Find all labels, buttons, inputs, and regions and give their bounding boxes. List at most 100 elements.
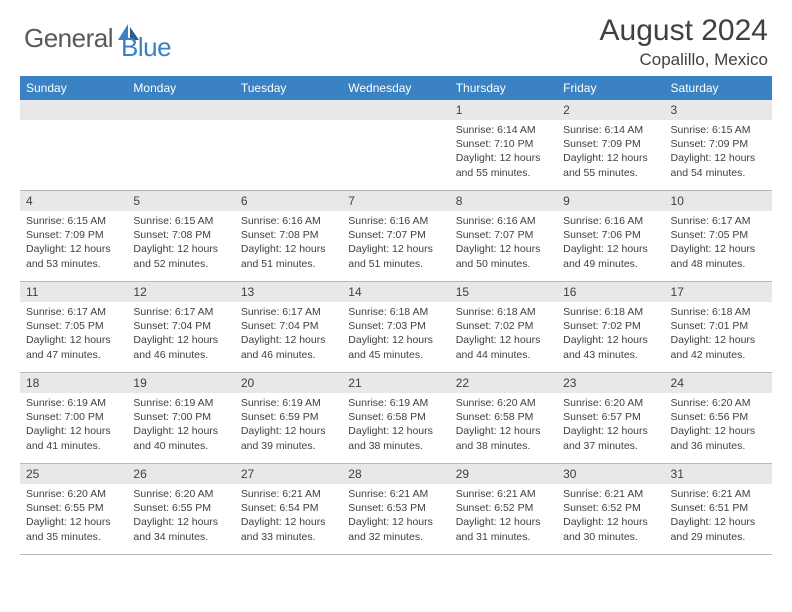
day-number: 1 bbox=[450, 100, 557, 120]
day-number: 17 bbox=[665, 282, 772, 302]
day-number: 7 bbox=[342, 191, 449, 211]
logo-text-blue: Blue bbox=[121, 32, 171, 63]
day-details: Sunrise: 6:19 AMSunset: 6:58 PMDaylight:… bbox=[342, 393, 449, 459]
day-details: Sunrise: 6:15 AMSunset: 7:09 PMDaylight:… bbox=[665, 120, 772, 186]
day-number: 4 bbox=[20, 191, 127, 211]
sunrise-text: Sunrise: 6:20 AM bbox=[133, 487, 228, 501]
day-number bbox=[235, 100, 342, 120]
day-number: 25 bbox=[20, 464, 127, 484]
sunrise-text: Sunrise: 6:21 AM bbox=[671, 487, 766, 501]
calendar-cell: 26Sunrise: 6:20 AMSunset: 6:55 PMDayligh… bbox=[127, 464, 234, 554]
sunset-text: Sunset: 6:59 PM bbox=[241, 410, 336, 424]
sunset-text: Sunset: 6:51 PM bbox=[671, 501, 766, 515]
day-number: 2 bbox=[557, 100, 664, 120]
day-details: Sunrise: 6:17 AMSunset: 7:04 PMDaylight:… bbox=[235, 302, 342, 368]
day-details: Sunrise: 6:20 AMSunset: 6:56 PMDaylight:… bbox=[665, 393, 772, 459]
sunrise-text: Sunrise: 6:18 AM bbox=[671, 305, 766, 319]
calendar-cell: 22Sunrise: 6:20 AMSunset: 6:58 PMDayligh… bbox=[450, 373, 557, 463]
sunset-text: Sunset: 7:06 PM bbox=[563, 228, 658, 242]
daylight-text: Daylight: 12 hours and 51 minutes. bbox=[348, 242, 443, 270]
sunrise-text: Sunrise: 6:17 AM bbox=[26, 305, 121, 319]
calendar-day-header: Sunday Monday Tuesday Wednesday Thursday… bbox=[20, 76, 772, 100]
daylight-text: Daylight: 12 hours and 44 minutes. bbox=[456, 333, 551, 361]
daylight-text: Daylight: 12 hours and 49 minutes. bbox=[563, 242, 658, 270]
daylight-text: Daylight: 12 hours and 43 minutes. bbox=[563, 333, 658, 361]
sunset-text: Sunset: 7:04 PM bbox=[133, 319, 228, 333]
sunset-text: Sunset: 7:05 PM bbox=[26, 319, 121, 333]
calendar-cell: 7Sunrise: 6:16 AMSunset: 7:07 PMDaylight… bbox=[342, 191, 449, 281]
day-number: 6 bbox=[235, 191, 342, 211]
sunrise-text: Sunrise: 6:17 AM bbox=[133, 305, 228, 319]
sunset-text: Sunset: 6:55 PM bbox=[26, 501, 121, 515]
calendar-cell: 19Sunrise: 6:19 AMSunset: 7:00 PMDayligh… bbox=[127, 373, 234, 463]
sunset-text: Sunset: 6:55 PM bbox=[133, 501, 228, 515]
day-number bbox=[20, 100, 127, 120]
daylight-text: Daylight: 12 hours and 46 minutes. bbox=[133, 333, 228, 361]
day-number: 16 bbox=[557, 282, 664, 302]
sunrise-text: Sunrise: 6:19 AM bbox=[133, 396, 228, 410]
sunrise-text: Sunrise: 6:18 AM bbox=[563, 305, 658, 319]
sunrise-text: Sunrise: 6:16 AM bbox=[456, 214, 551, 228]
day-number: 15 bbox=[450, 282, 557, 302]
day-details: Sunrise: 6:20 AMSunset: 6:58 PMDaylight:… bbox=[450, 393, 557, 459]
calendar-cell bbox=[20, 100, 127, 190]
calendar-cell: 31Sunrise: 6:21 AMSunset: 6:51 PMDayligh… bbox=[665, 464, 772, 554]
sunrise-text: Sunrise: 6:21 AM bbox=[563, 487, 658, 501]
sunrise-text: Sunrise: 6:16 AM bbox=[348, 214, 443, 228]
day-details: Sunrise: 6:16 AMSunset: 7:07 PMDaylight:… bbox=[450, 211, 557, 277]
sunrise-text: Sunrise: 6:16 AM bbox=[241, 214, 336, 228]
day-number: 11 bbox=[20, 282, 127, 302]
daylight-text: Daylight: 12 hours and 55 minutes. bbox=[456, 151, 551, 179]
calendar-cell: 10Sunrise: 6:17 AMSunset: 7:05 PMDayligh… bbox=[665, 191, 772, 281]
day-details: Sunrise: 6:15 AMSunset: 7:08 PMDaylight:… bbox=[127, 211, 234, 277]
sunset-text: Sunset: 7:09 PM bbox=[26, 228, 121, 242]
day-number: 5 bbox=[127, 191, 234, 211]
day-header-cell: Friday bbox=[557, 76, 664, 100]
calendar-row: 11Sunrise: 6:17 AMSunset: 7:05 PMDayligh… bbox=[20, 282, 772, 373]
daylight-text: Daylight: 12 hours and 47 minutes. bbox=[26, 333, 121, 361]
day-details: Sunrise: 6:19 AMSunset: 7:00 PMDaylight:… bbox=[20, 393, 127, 459]
daylight-text: Daylight: 12 hours and 39 minutes. bbox=[241, 424, 336, 452]
daylight-text: Daylight: 12 hours and 31 minutes. bbox=[456, 515, 551, 543]
day-details: Sunrise: 6:14 AMSunset: 7:09 PMDaylight:… bbox=[557, 120, 664, 186]
day-number: 9 bbox=[557, 191, 664, 211]
sunset-text: Sunset: 6:58 PM bbox=[456, 410, 551, 424]
daylight-text: Daylight: 12 hours and 37 minutes. bbox=[563, 424, 658, 452]
sunset-text: Sunset: 7:02 PM bbox=[456, 319, 551, 333]
sunset-text: Sunset: 7:04 PM bbox=[241, 319, 336, 333]
sunrise-text: Sunrise: 6:21 AM bbox=[456, 487, 551, 501]
sunset-text: Sunset: 6:58 PM bbox=[348, 410, 443, 424]
day-details: Sunrise: 6:16 AMSunset: 7:06 PMDaylight:… bbox=[557, 211, 664, 277]
daylight-text: Daylight: 12 hours and 29 minutes. bbox=[671, 515, 766, 543]
calendar-cell: 21Sunrise: 6:19 AMSunset: 6:58 PMDayligh… bbox=[342, 373, 449, 463]
daylight-text: Daylight: 12 hours and 50 minutes. bbox=[456, 242, 551, 270]
day-details: Sunrise: 6:18 AMSunset: 7:01 PMDaylight:… bbox=[665, 302, 772, 368]
calendar-cell: 3Sunrise: 6:15 AMSunset: 7:09 PMDaylight… bbox=[665, 100, 772, 190]
sunrise-text: Sunrise: 6:14 AM bbox=[456, 123, 551, 137]
daylight-text: Daylight: 12 hours and 45 minutes. bbox=[348, 333, 443, 361]
calendar-cell: 30Sunrise: 6:21 AMSunset: 6:52 PMDayligh… bbox=[557, 464, 664, 554]
sunrise-text: Sunrise: 6:21 AM bbox=[348, 487, 443, 501]
day-details: Sunrise: 6:15 AMSunset: 7:09 PMDaylight:… bbox=[20, 211, 127, 277]
sunrise-text: Sunrise: 6:14 AM bbox=[563, 123, 658, 137]
calendar-cell: 1Sunrise: 6:14 AMSunset: 7:10 PMDaylight… bbox=[450, 100, 557, 190]
sunrise-text: Sunrise: 6:19 AM bbox=[26, 396, 121, 410]
day-number: 26 bbox=[127, 464, 234, 484]
calendar-cell: 25Sunrise: 6:20 AMSunset: 6:55 PMDayligh… bbox=[20, 464, 127, 554]
sunset-text: Sunset: 6:52 PM bbox=[563, 501, 658, 515]
calendar-cell: 27Sunrise: 6:21 AMSunset: 6:54 PMDayligh… bbox=[235, 464, 342, 554]
day-details: Sunrise: 6:21 AMSunset: 6:52 PMDaylight:… bbox=[450, 484, 557, 550]
day-details: Sunrise: 6:18 AMSunset: 7:02 PMDaylight:… bbox=[557, 302, 664, 368]
sunset-text: Sunset: 7:08 PM bbox=[241, 228, 336, 242]
calendar-cell: 17Sunrise: 6:18 AMSunset: 7:01 PMDayligh… bbox=[665, 282, 772, 372]
daylight-text: Daylight: 12 hours and 48 minutes. bbox=[671, 242, 766, 270]
day-number: 29 bbox=[450, 464, 557, 484]
sunset-text: Sunset: 6:53 PM bbox=[348, 501, 443, 515]
day-number: 23 bbox=[557, 373, 664, 393]
sunset-text: Sunset: 7:00 PM bbox=[26, 410, 121, 424]
sunrise-text: Sunrise: 6:19 AM bbox=[241, 396, 336, 410]
calendar-cell: 18Sunrise: 6:19 AMSunset: 7:00 PMDayligh… bbox=[20, 373, 127, 463]
day-details: Sunrise: 6:21 AMSunset: 6:54 PMDaylight:… bbox=[235, 484, 342, 550]
day-number: 19 bbox=[127, 373, 234, 393]
calendar-cell: 8Sunrise: 6:16 AMSunset: 7:07 PMDaylight… bbox=[450, 191, 557, 281]
